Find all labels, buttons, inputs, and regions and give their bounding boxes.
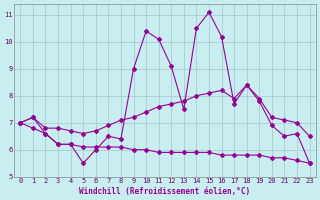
X-axis label: Windchill (Refroidissement éolien,°C): Windchill (Refroidissement éolien,°C) [79,187,251,196]
